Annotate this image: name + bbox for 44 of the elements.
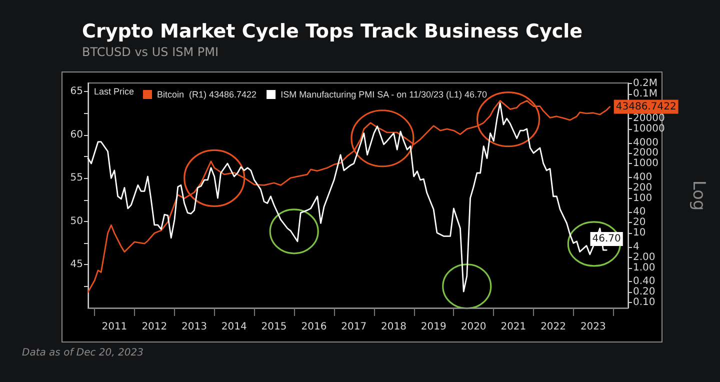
y2-tick-label: 20: [633, 217, 646, 228]
y2-tick-label: 0.10: [633, 297, 656, 308]
y2-tick-label: 4: [633, 241, 640, 252]
legend-label: ISM Manufacturing PMI SA - on 11/30/23 (L1) 46.70: [280, 90, 488, 100]
y-tick-label: 45: [70, 259, 83, 270]
y-tick-label: 55: [70, 172, 83, 184]
y2-tick-label: 0.1M: [633, 88, 658, 100]
x-tick-label: 2023: [580, 322, 606, 332]
x-tick-label: 2015: [261, 322, 287, 332]
chart-title: Crypto Market Cycle Tops Track Business Cycle: [82, 20, 583, 42]
y2-axis-title: Log: [688, 180, 708, 211]
x-tick-label: 2013: [182, 322, 207, 332]
y2-tick-label: 40: [633, 206, 646, 218]
y2-tick-label: 0.2M: [633, 78, 658, 90]
y2-tick-label: 2000: [633, 148, 658, 159]
x-tick-label: 2014: [221, 322, 247, 332]
legend-label: Bitcoin (R1) 43486.7422: [157, 90, 257, 100]
x-tick-label: 2020: [460, 322, 486, 332]
legend-title: Last Price: [94, 86, 134, 96]
x-tick-label: 2019: [420, 322, 446, 332]
x-tick-label: 2022: [540, 322, 566, 332]
chart-subtitle: BTCUSD vs US ISM PMI: [82, 45, 219, 59]
y2-tick-label: 0.20: [633, 286, 656, 298]
text: Data as of Dec 20, 2023: [22, 348, 144, 358]
y2-tick-label: 10: [633, 228, 646, 239]
y2-tick-label: 2.00: [633, 252, 656, 263]
x-tick-label: 2016: [301, 322, 327, 332]
x-tick-label: 2018: [380, 322, 406, 332]
y2-tick-label: 4000: [633, 137, 658, 148]
y2-tick-label: 1000: [633, 158, 658, 170]
y2-tick-label: 100: [633, 192, 652, 204]
y2-tick-label: 400: [633, 172, 652, 183]
x-tick-label: 2021: [500, 322, 526, 332]
y2-tick-label: 1.00: [633, 262, 656, 274]
data-label: 46.70: [592, 234, 621, 245]
y2-tick-label: 200: [633, 182, 652, 194]
x-tick-label: 2012: [142, 322, 168, 332]
x-tick-label: 2017: [341, 322, 367, 332]
y-tick-label: 50: [70, 216, 83, 227]
y-tick-label: 60: [70, 129, 83, 140]
y2-tick-label: 0.40: [633, 276, 656, 288]
data-label: 43486.7422: [616, 101, 676, 112]
y-tick-label: 65: [70, 86, 83, 98]
x-tick-label: 2011: [102, 322, 128, 332]
